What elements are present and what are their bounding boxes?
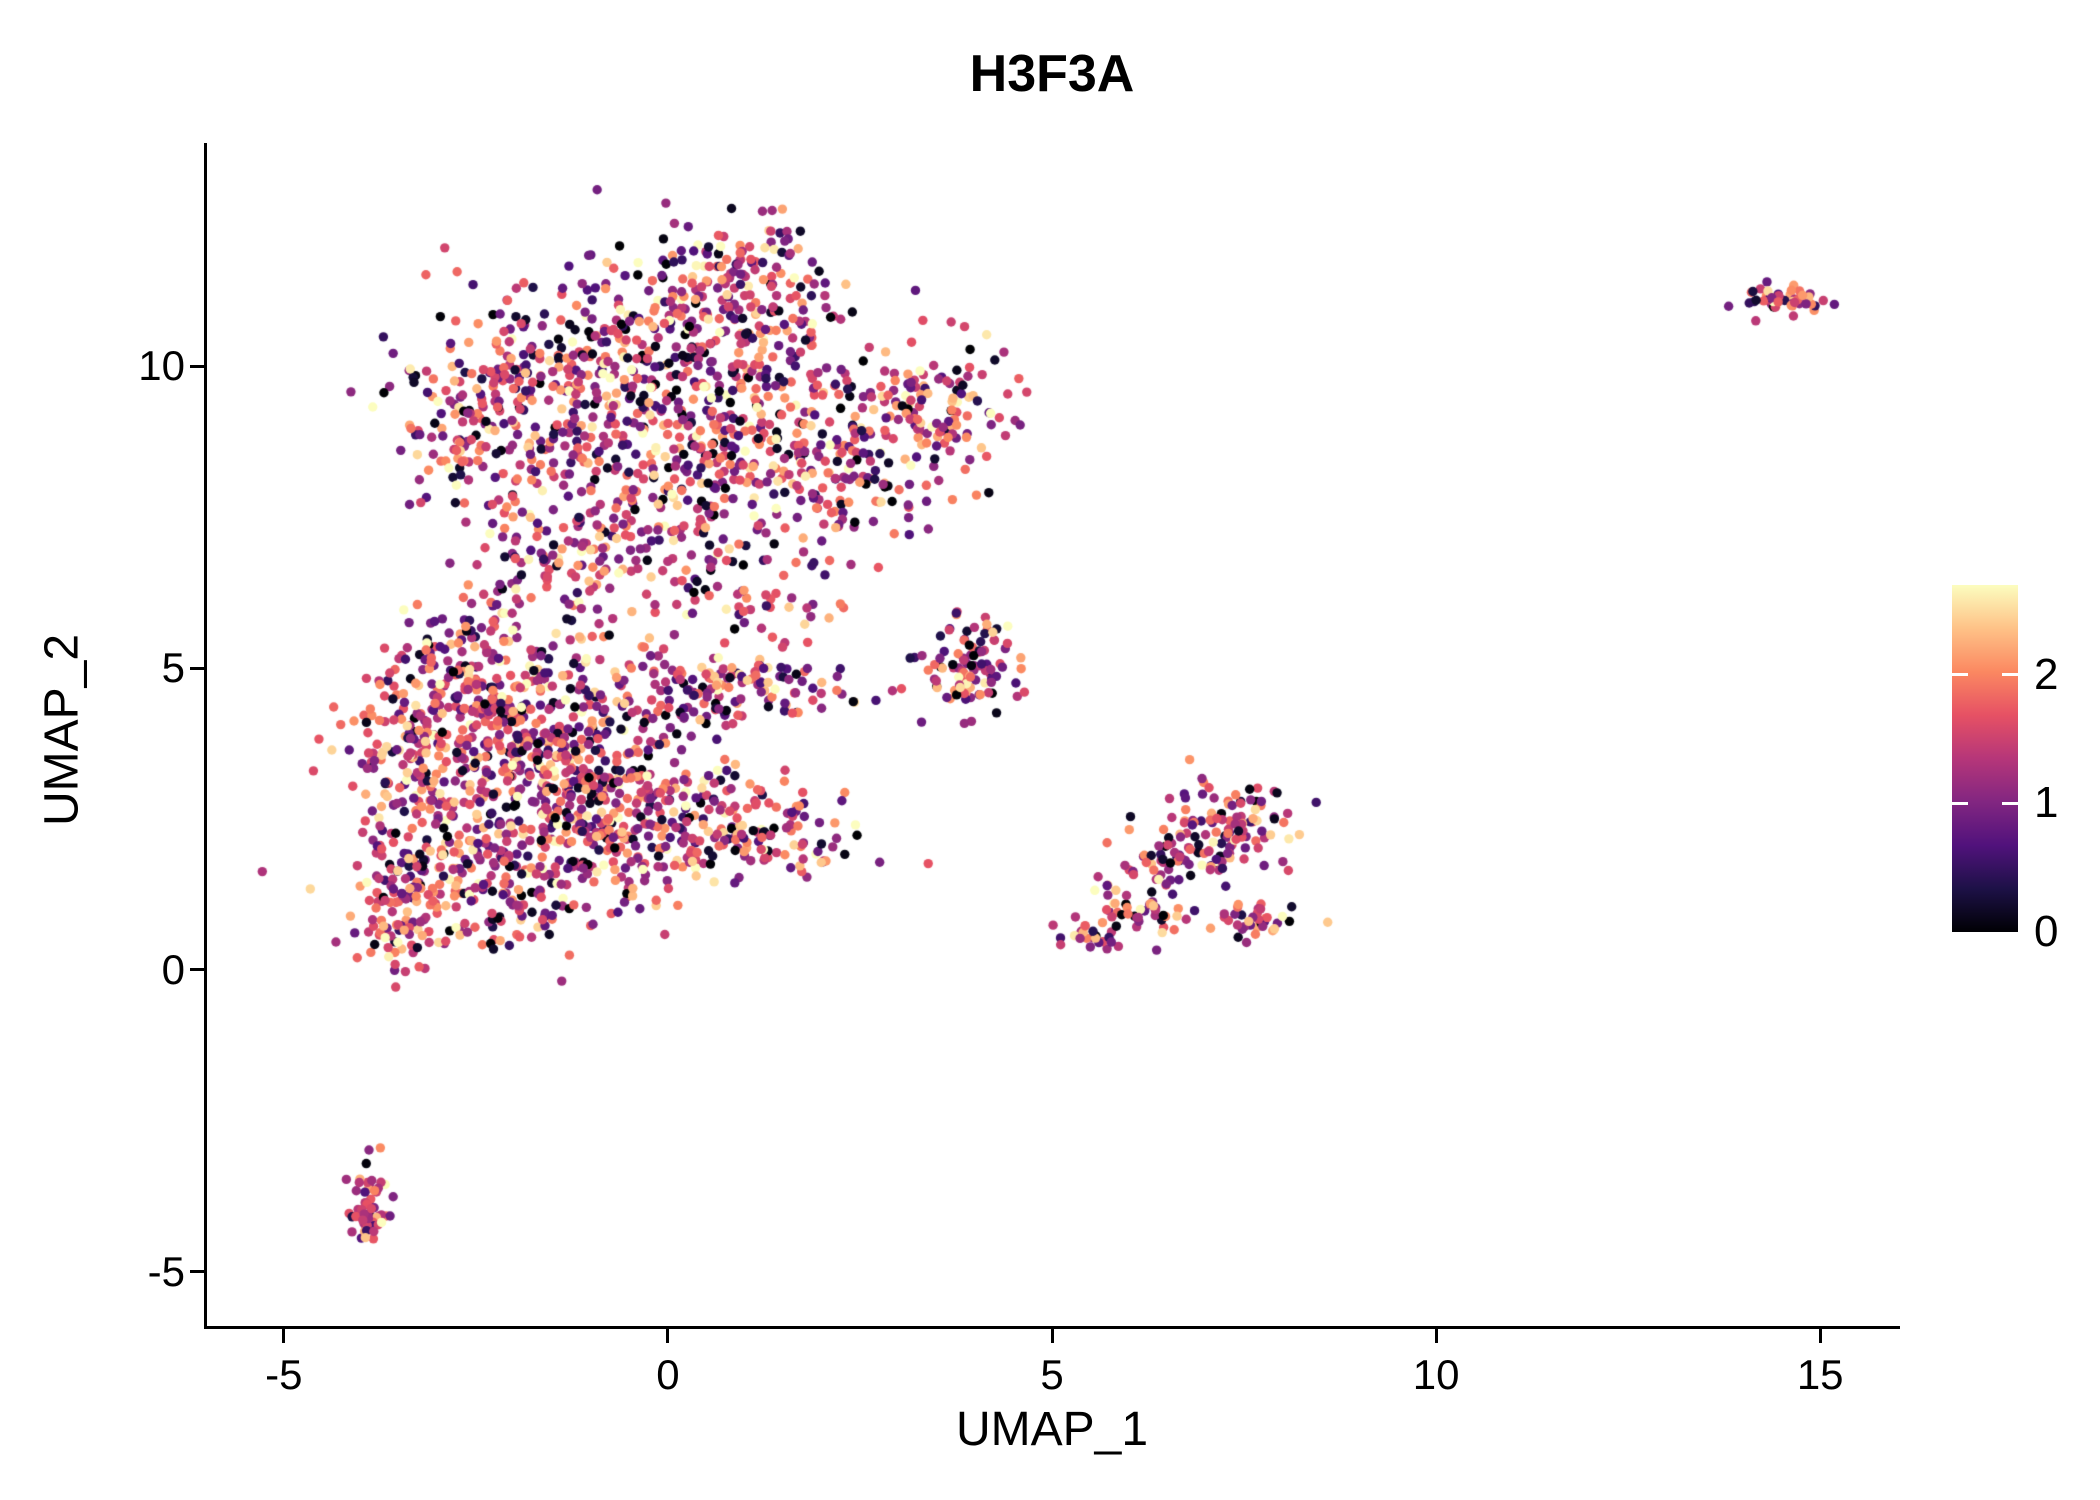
x-tick-mark [1050, 1329, 1054, 1343]
x-tick-label: 0 [656, 1351, 680, 1398]
y-tick-mark [190, 1270, 204, 1274]
colorbar-tick-mark [1952, 673, 1968, 677]
colorbar-tick-label: 0 [2034, 907, 2059, 956]
y-tick-label: 10 [138, 342, 185, 390]
x-tick-label: 5 [1040, 1351, 1064, 1398]
y-tick-label: 5 [161, 644, 185, 692]
x-tick-label: 10 [1412, 1351, 1460, 1398]
x-tick-label: -5 [265, 1351, 303, 1398]
x-axis-line [204, 1326, 1900, 1329]
colorbar-tick-label: 1 [2034, 778, 2059, 828]
colorbar-tick-mark [2002, 801, 2018, 805]
colorbar-tick-mark [1952, 801, 1968, 805]
y-tick-label: -5 [147, 1247, 185, 1295]
y-tick-label: 0 [161, 945, 185, 993]
chart-title: H3F3A [969, 45, 1135, 103]
x-tick-mark [282, 1329, 286, 1343]
x-tick-mark [1818, 1329, 1822, 1343]
x-axis-label: UMAP_1 [955, 1403, 1149, 1456]
x-tick-mark [1434, 1329, 1438, 1343]
umap-scatter-canvas [207, 143, 1897, 1326]
colorbar-tick-mark [2002, 673, 2018, 677]
y-tick-mark [190, 968, 204, 972]
y-axis-line [204, 143, 207, 1329]
y-tick-mark [190, 364, 204, 368]
x-tick-label: 15 [1796, 1351, 1844, 1398]
y-tick-mark [190, 666, 204, 670]
colorbar [1952, 585, 2018, 932]
colorbar-tick-label: 2 [2034, 649, 2059, 699]
x-tick-mark [666, 1329, 670, 1343]
